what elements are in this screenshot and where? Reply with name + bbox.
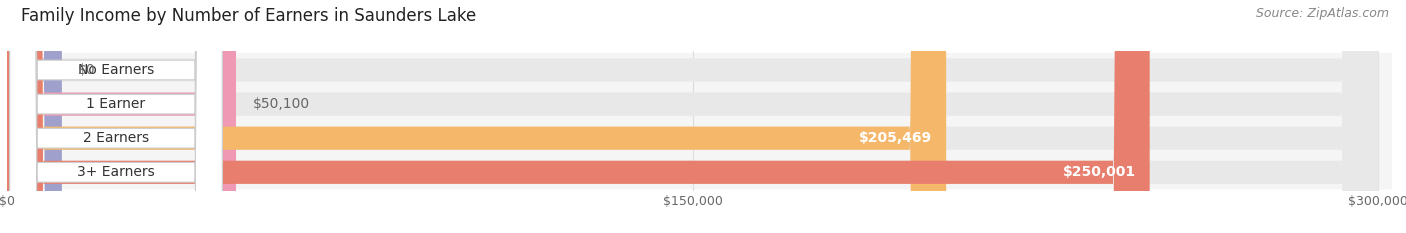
FancyBboxPatch shape (6, 155, 1406, 189)
FancyBboxPatch shape (10, 0, 222, 233)
FancyBboxPatch shape (6, 121, 1406, 155)
Text: 1 Earner: 1 Earner (87, 97, 146, 111)
FancyBboxPatch shape (7, 0, 1150, 233)
FancyBboxPatch shape (7, 0, 946, 233)
FancyBboxPatch shape (7, 0, 1378, 233)
Text: $50,100: $50,100 (253, 97, 309, 111)
FancyBboxPatch shape (7, 0, 62, 233)
Text: Family Income by Number of Earners in Saunders Lake: Family Income by Number of Earners in Sa… (21, 7, 477, 25)
FancyBboxPatch shape (10, 0, 222, 233)
FancyBboxPatch shape (6, 87, 1406, 121)
FancyBboxPatch shape (10, 0, 222, 233)
Text: Source: ZipAtlas.com: Source: ZipAtlas.com (1256, 7, 1389, 20)
Text: $250,001: $250,001 (1063, 165, 1136, 179)
FancyBboxPatch shape (7, 0, 1378, 233)
FancyBboxPatch shape (6, 53, 1406, 87)
Text: 3+ Earners: 3+ Earners (77, 165, 155, 179)
FancyBboxPatch shape (7, 0, 236, 233)
Text: $0: $0 (79, 63, 96, 77)
Text: $205,469: $205,469 (859, 131, 932, 145)
Text: No Earners: No Earners (77, 63, 155, 77)
FancyBboxPatch shape (7, 0, 1378, 233)
Text: 2 Earners: 2 Earners (83, 131, 149, 145)
FancyBboxPatch shape (7, 0, 1378, 233)
FancyBboxPatch shape (10, 0, 222, 233)
